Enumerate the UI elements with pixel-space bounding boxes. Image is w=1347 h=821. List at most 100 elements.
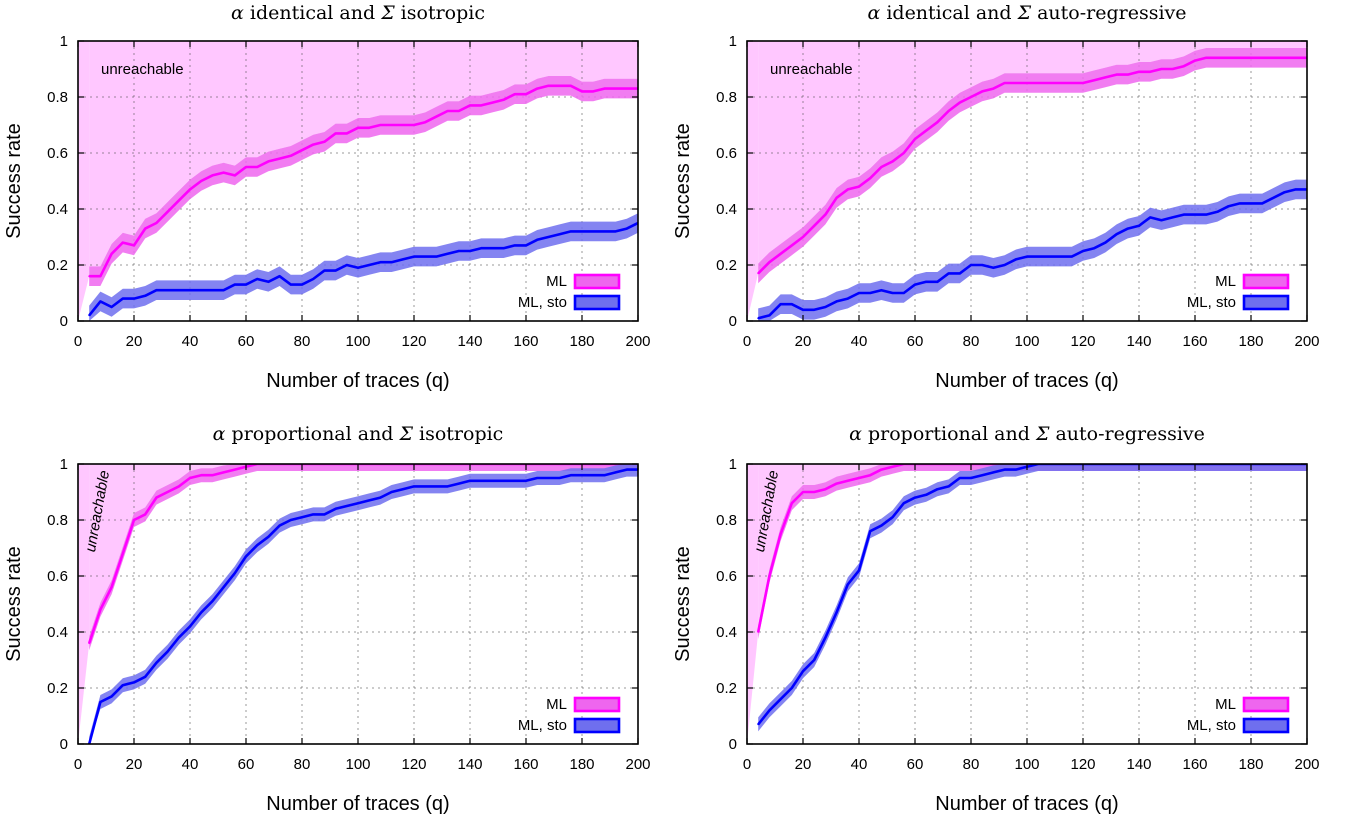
- data-point: [757, 272, 760, 275]
- data-point: [1182, 65, 1185, 68]
- y-tick-label: 1: [60, 456, 68, 473]
- data-point: [958, 272, 961, 275]
- data-point: [768, 575, 771, 577]
- data-point: [491, 247, 494, 250]
- data-point: [155, 496, 158, 499]
- data-point: [1261, 202, 1264, 205]
- data-point: [1149, 216, 1152, 219]
- data-point: [970, 477, 972, 479]
- data-point: [211, 474, 214, 477]
- x-tick-label: 0: [743, 756, 751, 773]
- x-tick-label: 20: [126, 756, 143, 773]
- legend-label-2: ML, sto: [518, 294, 567, 311]
- data-point: [914, 496, 916, 499]
- title-end: isotropic: [401, 2, 485, 24]
- series-line-1: [757, 56, 1307, 275]
- title-end: auto-regressive: [1037, 2, 1186, 24]
- data-point: [569, 230, 572, 233]
- unreachable-label: unreachable: [101, 61, 184, 78]
- data-point: [569, 474, 572, 477]
- data-point: [1250, 56, 1252, 59]
- x-tick-label: 60: [907, 756, 924, 773]
- x-tick-label: 100: [345, 756, 370, 773]
- data-point: [155, 661, 158, 664]
- data-point: [390, 261, 393, 264]
- data-point: [614, 230, 617, 233]
- data-point: [245, 283, 247, 286]
- data-point: [424, 121, 427, 124]
- data-point: [368, 499, 371, 502]
- data-point: [177, 199, 180, 202]
- data-point: [469, 104, 471, 107]
- data-point: [1272, 196, 1275, 199]
- data-point: [1149, 70, 1152, 73]
- data-point: [424, 485, 427, 488]
- data-point: [469, 250, 471, 252]
- data-point: [846, 188, 849, 191]
- y-tick-label: 0: [60, 313, 68, 330]
- data-point: [1294, 188, 1297, 191]
- data-point: [813, 308, 816, 311]
- data-point: [401, 124, 404, 126]
- data-point: [491, 479, 494, 482]
- data-point: [891, 160, 894, 163]
- data-point: [1059, 82, 1062, 84]
- x-tick-label: 160: [1182, 756, 1207, 773]
- data-point: [525, 479, 527, 482]
- data-point: [603, 87, 606, 90]
- data-point: [289, 519, 292, 521]
- data-point: [155, 222, 158, 224]
- legend-label-2: ML, sto: [1187, 294, 1236, 311]
- title-middle: identical and: [886, 2, 1011, 24]
- data-point: [869, 177, 872, 180]
- data-point: [435, 115, 438, 118]
- x-tick-label: 180: [569, 756, 594, 773]
- data-point: [99, 300, 102, 303]
- data-point: [1115, 73, 1118, 76]
- data-point: [1238, 56, 1241, 59]
- data-point: [189, 625, 191, 628]
- data-point: [824, 636, 827, 639]
- data-point: [312, 513, 315, 516]
- x-tick-label: 100: [345, 333, 370, 350]
- data-point: [1171, 216, 1174, 219]
- y-axis-label: Success rate: [672, 546, 694, 662]
- data-point: [1238, 202, 1241, 205]
- data-point: [790, 244, 793, 247]
- x-tick-label: 60: [907, 333, 924, 350]
- data-point: [992, 266, 995, 269]
- data-point: [1104, 76, 1107, 79]
- legend-label-1: ML: [1215, 696, 1236, 713]
- data-point: [902, 152, 905, 154]
- data-point: [891, 465, 894, 468]
- data-point: [757, 723, 760, 726]
- unreachable-region-left: [78, 41, 90, 321]
- chart-panel-3: 0 20 40 60 80 100 120 140 160 180 200 0 0.2 0.4 0.6 0.8…: [3, 423, 651, 815]
- data-point: [1014, 82, 1017, 84]
- data-point: [880, 524, 883, 527]
- legend-swatch-2: [573, 717, 621, 734]
- data-point: [790, 502, 793, 505]
- data-point: [424, 255, 427, 258]
- data-point: [914, 283, 916, 286]
- series-band-1: [89, 464, 638, 651]
- data-point: [824, 213, 827, 216]
- data-point: [936, 121, 939, 124]
- data-point: [757, 317, 760, 320]
- data-point: [357, 266, 359, 269]
- data-point: [233, 283, 236, 286]
- data-point: [1182, 213, 1185, 216]
- data-point: [802, 308, 804, 311]
- data-point: [779, 533, 782, 535]
- y-tick-label: 0.6: [47, 568, 68, 585]
- data-point: [891, 516, 894, 519]
- data-point: [902, 292, 905, 294]
- data-point: [435, 255, 438, 258]
- data-point: [200, 180, 203, 182]
- data-point: [1059, 255, 1062, 258]
- data-point: [947, 485, 950, 488]
- data-point: [457, 482, 460, 485]
- x-tick-label: 120: [401, 756, 426, 773]
- data-point: [245, 555, 247, 558]
- unreachable-label: unreachable: [770, 61, 853, 78]
